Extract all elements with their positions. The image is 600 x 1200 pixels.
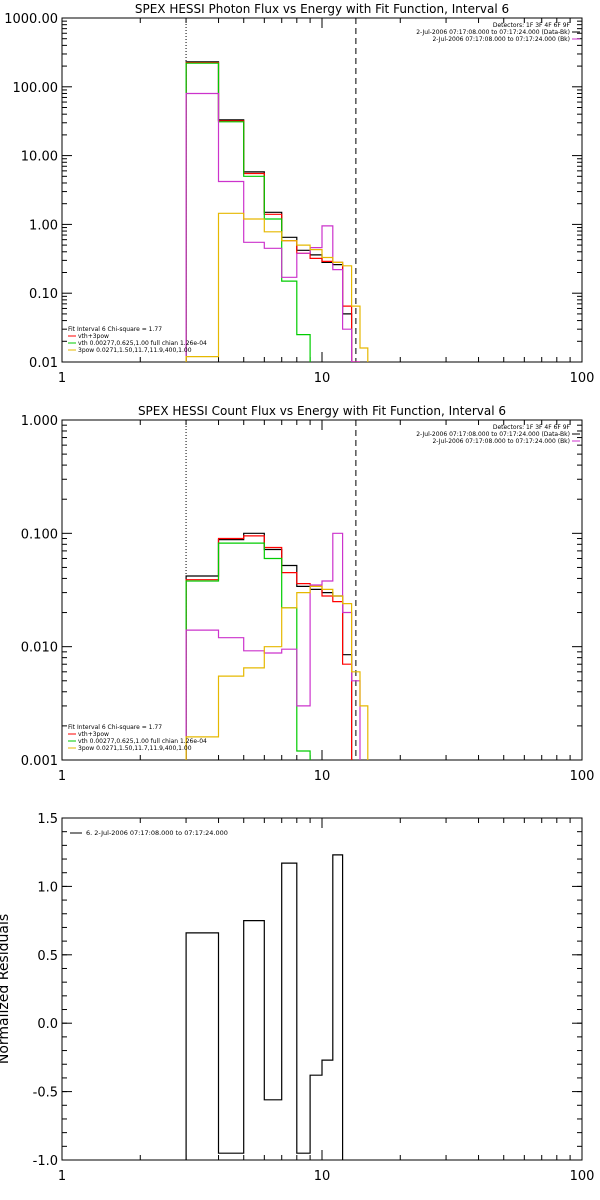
x-tick-label: 10 [314, 371, 331, 386]
data-series-3 [185, 542, 311, 760]
chart-panel-1: SPEX HESSI Photon Flux vs Energy with Fi… [4, 2, 594, 386]
legend-entry: Detectors: 1F 3F 4F 6F 9F [493, 22, 571, 29]
chart-title: SPEX HESSI Photon Flux vs Energy with Fi… [135, 2, 509, 16]
y-tick-label: -1.0 [33, 1154, 58, 1169]
legend-entry: 2-Jul-2006 07:17:08.000 to 07:17:24.000 … [432, 438, 570, 445]
x-tick-label: 100 [570, 769, 595, 784]
plot-frame [61, 17, 583, 363]
y-tick-label: 0.10 [29, 287, 58, 302]
chart-title: SPEX HESSI Count Flux vs Energy with Fit… [138, 404, 506, 418]
plot-frame [61, 817, 583, 1161]
y-tick-label: 0.010 [21, 641, 58, 656]
y-tick-label: 10.00 [21, 150, 58, 165]
legend-entry: vth 0.00277,0.625,1.00 full chian 1.26e-… [78, 738, 207, 745]
legend-entry: 2-Jul-2006 07:17:08.000 to 07:17:24.000 … [416, 431, 570, 438]
legend-entry: 2-Jul-2006 07:17:08.000 to 07:17:24.000 … [432, 36, 570, 43]
y-tick-label: 0.01 [29, 356, 58, 371]
x-tick-label: 10 [314, 769, 331, 784]
y-tick-label: 0.0 [37, 1017, 58, 1032]
data-series-1 [185, 854, 344, 1160]
data-series-4 [185, 532, 361, 760]
legend-entry: vth+3pow [78, 333, 109, 340]
data-series-3 [185, 62, 311, 362]
y-tick-label: 1000.00 [4, 12, 58, 27]
y-tick-label: 100.00 [13, 81, 59, 96]
y-tick-label: 0.5 [37, 949, 58, 964]
y-tick-label: 1.5 [37, 812, 58, 827]
y-tick-label: 1.0 [37, 880, 58, 895]
x-tick-label: 1 [58, 1169, 66, 1184]
x-tick-label: 100 [570, 371, 595, 386]
legend-entry: 2-Jul-2006 07:17:08.000 to 07:17:24.000 … [416, 29, 570, 36]
legend-entry: vth+3pow [78, 731, 109, 738]
data-series-2 [185, 535, 353, 760]
y-tick-label: 1.000 [21, 414, 58, 429]
data-series-5 [185, 212, 369, 362]
legend-entry: 3pow 0.0271,1.50,11.7,11.9,400,1.00 [78, 347, 192, 354]
y-tick-label: 1.00 [29, 218, 58, 233]
legend-entry: vth 0.00277,0.625,1.00 full chian 1.26e-… [78, 340, 207, 347]
x-tick-label: 1 [58, 769, 66, 784]
legend-entry: 3pow 0.0271,1.50,11.7,11.9,400,1.00 [78, 745, 192, 752]
y-axis-label: Normalized Residuals [0, 914, 12, 1064]
x-tick-label: 1 [58, 371, 66, 386]
data-series-1 [185, 61, 360, 362]
legend-entry: 6. 2-Jul-2006 07:17:08.000 to 07:17:24.0… [86, 829, 228, 837]
legend-entry: Fit Interval 6 Chi-square = 1.77 [68, 724, 162, 731]
chart-panel-3: 1 10 100 -1.0 -0.5 0.0 0.5 1.0 1.5 Normalized Res… [0, 812, 594, 1184]
x-tick-label: 10 [314, 1169, 331, 1184]
y-tick-label: 0.100 [21, 527, 58, 542]
chart-panel-2: SPEX HESSI Count Flux vs Energy with Fit… [21, 404, 595, 784]
legend-entry: Fit Interval 6 Chi-square = 1.77 [68, 326, 162, 333]
data-series-5 [185, 585, 369, 760]
data-series-4 [185, 92, 360, 362]
x-tick-label: 100 [570, 1169, 595, 1184]
y-tick-label: -0.5 [33, 1086, 58, 1101]
legend-entry: Detectors: 1F 3F 4F 6F 9F [493, 424, 571, 431]
y-tick-label: 0.001 [21, 754, 58, 769]
